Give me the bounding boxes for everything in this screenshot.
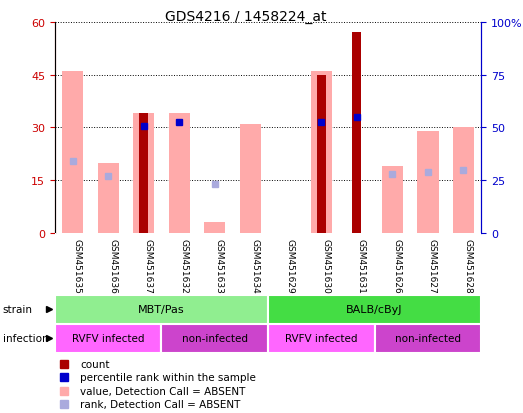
Bar	[162, 324, 268, 353]
Bar	[268, 295, 481, 324]
Text: GSM451629: GSM451629	[286, 238, 295, 293]
Text: GSM451632: GSM451632	[179, 238, 188, 293]
Text: GSM451633: GSM451633	[215, 238, 224, 293]
Bar	[62, 72, 83, 233]
Bar	[133, 114, 154, 233]
Bar	[311, 72, 332, 233]
Bar	[453, 128, 474, 233]
Text: GSM451637: GSM451637	[144, 238, 153, 293]
Bar	[374, 324, 481, 353]
Text: GSM451636: GSM451636	[108, 238, 117, 293]
Bar	[55, 295, 268, 324]
Bar	[382, 166, 403, 233]
Text: GSM451626: GSM451626	[392, 238, 401, 293]
Text: GSM451631: GSM451631	[357, 238, 366, 293]
Text: GSM451628: GSM451628	[463, 238, 472, 293]
Text: non-infected: non-infected	[182, 334, 248, 344]
Bar	[417, 131, 438, 233]
Text: BALB/cByJ: BALB/cByJ	[346, 305, 403, 315]
Text: RVFV infected: RVFV infected	[285, 334, 358, 344]
Text: GDS4216 / 1458224_at: GDS4216 / 1458224_at	[165, 10, 326, 24]
Bar	[97, 163, 119, 233]
Text: percentile rank within the sample: percentile rank within the sample	[80, 373, 256, 382]
Bar	[168, 114, 190, 233]
Bar	[353, 33, 361, 233]
Text: GSM451627: GSM451627	[428, 238, 437, 293]
Text: infection: infection	[3, 333, 48, 343]
Text: GSM451634: GSM451634	[251, 238, 259, 293]
Text: strain: strain	[3, 304, 32, 314]
Text: MBT/Pas: MBT/Pas	[138, 305, 185, 315]
Bar	[240, 125, 261, 233]
Text: rank, Detection Call = ABSENT: rank, Detection Call = ABSENT	[80, 399, 241, 409]
Bar	[55, 324, 162, 353]
Bar	[317, 75, 326, 233]
Text: GSM451635: GSM451635	[73, 238, 82, 293]
Text: GSM451630: GSM451630	[321, 238, 331, 293]
Bar	[204, 223, 225, 233]
Text: non-infected: non-infected	[395, 334, 461, 344]
Text: value, Detection Call = ABSENT: value, Detection Call = ABSENT	[80, 386, 246, 396]
Text: count: count	[80, 359, 110, 369]
Text: RVFV infected: RVFV infected	[72, 334, 144, 344]
Bar	[268, 324, 374, 353]
Bar	[139, 114, 148, 233]
